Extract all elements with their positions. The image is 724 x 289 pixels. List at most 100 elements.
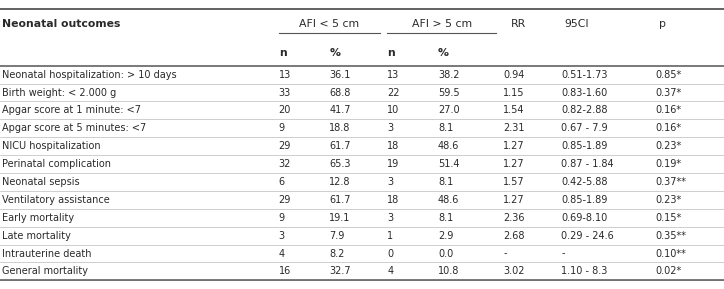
Text: 2.31: 2.31 bbox=[503, 123, 525, 133]
Text: 1.57: 1.57 bbox=[503, 177, 525, 187]
Text: 3.02: 3.02 bbox=[503, 266, 525, 276]
Text: 9: 9 bbox=[279, 213, 285, 223]
Text: %: % bbox=[438, 48, 449, 58]
Text: 1.27: 1.27 bbox=[503, 195, 525, 205]
Text: 59.5: 59.5 bbox=[438, 88, 460, 98]
Text: -: - bbox=[503, 249, 507, 258]
Text: 18.8: 18.8 bbox=[329, 123, 351, 133]
Text: 0.23*: 0.23* bbox=[655, 195, 681, 205]
Text: 3: 3 bbox=[387, 213, 393, 223]
Text: 3: 3 bbox=[387, 177, 393, 187]
Text: Neonatal hospitalization: > 10 days: Neonatal hospitalization: > 10 days bbox=[2, 70, 177, 80]
Text: n: n bbox=[279, 48, 287, 58]
Text: 6: 6 bbox=[279, 177, 285, 187]
Text: Late mortality: Late mortality bbox=[2, 231, 71, 241]
Text: 18: 18 bbox=[387, 141, 400, 151]
Text: 19: 19 bbox=[387, 159, 400, 169]
Text: Birth weight: < 2.000 g: Birth weight: < 2.000 g bbox=[2, 88, 117, 98]
Text: 8.1: 8.1 bbox=[438, 123, 453, 133]
Text: 0.16*: 0.16* bbox=[655, 105, 681, 115]
Text: 33: 33 bbox=[279, 88, 291, 98]
Text: 0.29 - 24.6: 0.29 - 24.6 bbox=[561, 231, 614, 241]
Text: 29: 29 bbox=[279, 141, 291, 151]
Text: %: % bbox=[329, 48, 340, 58]
Text: Apgar score at 1 minute: <7: Apgar score at 1 minute: <7 bbox=[2, 105, 141, 115]
Text: 0.15*: 0.15* bbox=[655, 213, 681, 223]
Text: 2.9: 2.9 bbox=[438, 231, 453, 241]
Text: 0.85-1.89: 0.85-1.89 bbox=[561, 141, 607, 151]
Text: 0.02*: 0.02* bbox=[655, 266, 681, 276]
Text: 0.69-8.10: 0.69-8.10 bbox=[561, 213, 607, 223]
Text: 48.6: 48.6 bbox=[438, 141, 460, 151]
Text: 27.0: 27.0 bbox=[438, 105, 460, 115]
Text: -: - bbox=[561, 249, 565, 258]
Text: 0.85*: 0.85* bbox=[655, 70, 681, 80]
Text: 1.15: 1.15 bbox=[503, 88, 525, 98]
Text: 38.2: 38.2 bbox=[438, 70, 460, 80]
Text: 10: 10 bbox=[387, 105, 400, 115]
Text: 8.1: 8.1 bbox=[438, 177, 453, 187]
Text: 8.2: 8.2 bbox=[329, 249, 345, 258]
Text: 18: 18 bbox=[387, 195, 400, 205]
Text: 51.4: 51.4 bbox=[438, 159, 460, 169]
Text: 7.9: 7.9 bbox=[329, 231, 345, 241]
Text: 2.68: 2.68 bbox=[503, 231, 525, 241]
Text: 0.94: 0.94 bbox=[503, 70, 525, 80]
Text: 1.27: 1.27 bbox=[503, 159, 525, 169]
Text: 20: 20 bbox=[279, 105, 291, 115]
Text: 0.83-1.60: 0.83-1.60 bbox=[561, 88, 607, 98]
Text: 0.23*: 0.23* bbox=[655, 141, 681, 151]
Text: 13: 13 bbox=[279, 70, 291, 80]
Text: 32.7: 32.7 bbox=[329, 266, 351, 276]
Text: 10.8: 10.8 bbox=[438, 266, 460, 276]
Text: 65.3: 65.3 bbox=[329, 159, 351, 169]
Text: 3: 3 bbox=[387, 123, 393, 133]
Text: 0.10**: 0.10** bbox=[655, 249, 686, 258]
Text: 41.7: 41.7 bbox=[329, 105, 351, 115]
Text: AFI > 5 cm: AFI > 5 cm bbox=[411, 19, 472, 29]
Text: 9: 9 bbox=[279, 123, 285, 133]
Text: Apgar score at 5 minutes: <7: Apgar score at 5 minutes: <7 bbox=[2, 123, 146, 133]
Text: 29: 29 bbox=[279, 195, 291, 205]
Text: RR: RR bbox=[510, 19, 526, 29]
Text: 1.54: 1.54 bbox=[503, 105, 525, 115]
Text: 0.37*: 0.37* bbox=[655, 88, 681, 98]
Text: Ventilatory assistance: Ventilatory assistance bbox=[2, 195, 110, 205]
Text: 2.36: 2.36 bbox=[503, 213, 525, 223]
Text: 4: 4 bbox=[279, 249, 285, 258]
Text: Early mortality: Early mortality bbox=[2, 213, 75, 223]
Text: 32: 32 bbox=[279, 159, 291, 169]
Text: 0.87 - 1.84: 0.87 - 1.84 bbox=[561, 159, 614, 169]
Text: Neonatal outcomes: Neonatal outcomes bbox=[2, 19, 121, 29]
Text: 0: 0 bbox=[387, 249, 393, 258]
Text: General mortality: General mortality bbox=[2, 266, 88, 276]
Text: 1.10 - 8.3: 1.10 - 8.3 bbox=[561, 266, 607, 276]
Text: p: p bbox=[659, 19, 666, 29]
Text: 19.1: 19.1 bbox=[329, 213, 351, 223]
Text: 61.7: 61.7 bbox=[329, 141, 351, 151]
Text: 0.16*: 0.16* bbox=[655, 123, 681, 133]
Text: 8.1: 8.1 bbox=[438, 213, 453, 223]
Text: 0.85-1.89: 0.85-1.89 bbox=[561, 195, 607, 205]
Text: 0.51-1.73: 0.51-1.73 bbox=[561, 70, 607, 80]
Text: 61.7: 61.7 bbox=[329, 195, 351, 205]
Text: Intrauterine death: Intrauterine death bbox=[2, 249, 92, 258]
Text: 0.67 - 7.9: 0.67 - 7.9 bbox=[561, 123, 607, 133]
Text: 22: 22 bbox=[387, 88, 400, 98]
Text: 12.8: 12.8 bbox=[329, 177, 351, 187]
Text: 13: 13 bbox=[387, 70, 400, 80]
Text: Neonatal sepsis: Neonatal sepsis bbox=[2, 177, 80, 187]
Text: 3: 3 bbox=[279, 231, 285, 241]
Text: NICU hospitalization: NICU hospitalization bbox=[2, 141, 101, 151]
Text: 0.37**: 0.37** bbox=[655, 177, 686, 187]
Text: 0.42-5.88: 0.42-5.88 bbox=[561, 177, 607, 187]
Text: 0.35**: 0.35** bbox=[655, 231, 686, 241]
Text: n: n bbox=[387, 48, 395, 58]
Text: 4: 4 bbox=[387, 266, 393, 276]
Text: Perinatal complication: Perinatal complication bbox=[2, 159, 111, 169]
Text: 68.8: 68.8 bbox=[329, 88, 351, 98]
Text: 0.0: 0.0 bbox=[438, 249, 453, 258]
Text: 1.27: 1.27 bbox=[503, 141, 525, 151]
Text: 0.19*: 0.19* bbox=[655, 159, 681, 169]
Text: 36.1: 36.1 bbox=[329, 70, 351, 80]
